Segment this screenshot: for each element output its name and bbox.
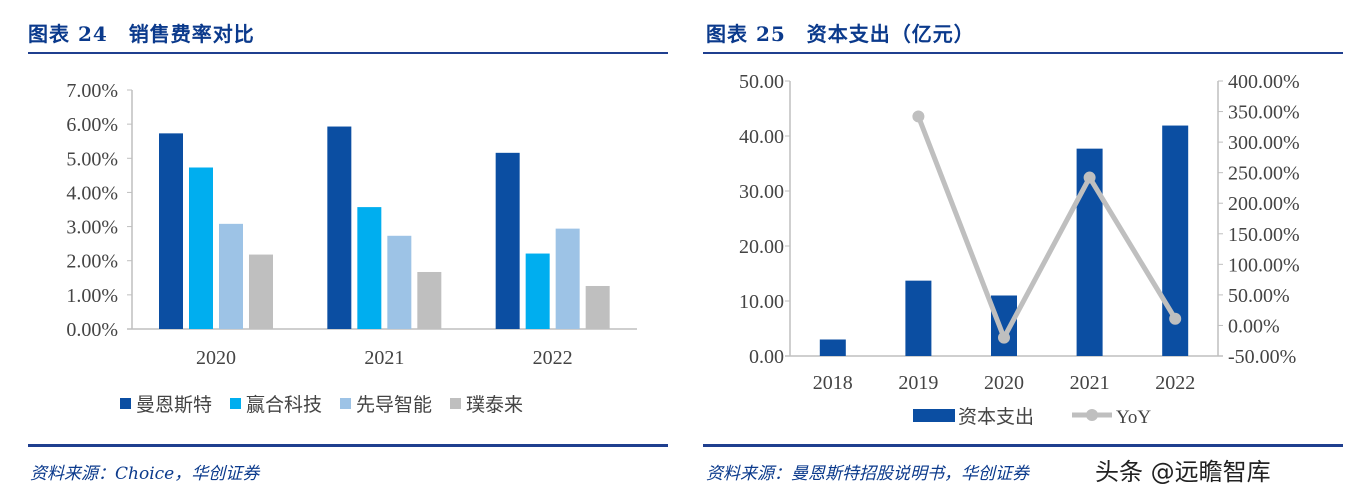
y-tick-label: 2.00% <box>66 251 118 273</box>
bar-2019 <box>905 280 932 356</box>
legend-swatch-bar <box>913 409 955 422</box>
y-tick-label: 0.00% <box>66 319 118 341</box>
x-tick-label: 2020 <box>984 372 1024 394</box>
left-source: 资料来源：Choice，华创证券 <box>30 464 260 484</box>
y-tick-label: 7.00% <box>66 80 118 102</box>
y-tick-label: 40.00 <box>739 126 784 148</box>
legend-label: 先导智能 <box>356 394 432 416</box>
legend-marker <box>1086 409 1098 421</box>
bar-璞泰来-2020 <box>249 254 273 329</box>
x-tick-label: 2021 <box>364 347 404 369</box>
y-tick-label: 30.00 <box>739 181 784 203</box>
yoy-point-2019 <box>912 110 925 123</box>
y2-tick-label: 100.00% <box>1228 254 1300 276</box>
legend-label: 赢合科技 <box>246 394 322 416</box>
bar-先导智能-2021 <box>387 235 412 329</box>
yoy-point-2021 <box>1083 171 1096 184</box>
divider <box>703 444 1343 447</box>
x-tick-label: 2020 <box>196 347 236 369</box>
bar-2018 <box>819 339 846 356</box>
legend-swatch <box>450 398 461 409</box>
right-chart-title: 图表 25 资本支出（亿元） <box>706 22 975 46</box>
y2-tick-label: 200.00% <box>1228 193 1300 215</box>
yoy-point-2022 <box>1169 312 1182 325</box>
watermark: 头条 @远瞻智库 <box>1095 458 1271 486</box>
bar-曼恩斯特-2022 <box>495 152 520 329</box>
y2-tick-label: 300.00% <box>1228 132 1300 154</box>
bar-先导智能-2020 <box>219 223 243 329</box>
x-tick-label: 2022 <box>1155 372 1195 394</box>
y2-tick-label: 0.00% <box>1228 315 1280 337</box>
y-tick-label: 6.00% <box>66 114 118 136</box>
legend-swatch <box>230 398 241 409</box>
divider <box>28 444 668 447</box>
y-tick-label: 3.00% <box>66 217 118 239</box>
y-tick-label: 0.00 <box>749 346 784 368</box>
right-source: 资料来源：曼恩斯特招股说明书，华创证券 <box>706 464 1029 484</box>
y2-tick-label: 350.00% <box>1228 102 1300 124</box>
bar-先导智能-2022 <box>555 228 580 329</box>
x-tick-label: 2019 <box>898 372 938 394</box>
y2-tick-label: 250.00% <box>1228 163 1300 185</box>
x-tick-label: 2022 <box>533 347 573 369</box>
legend-label: 曼恩斯特 <box>136 394 212 416</box>
bar-赢合科技-2020 <box>189 167 213 329</box>
y2-tick-label: 50.00% <box>1228 285 1290 307</box>
y-tick-label: 10.00 <box>739 291 784 313</box>
bar-曼恩斯特-2021 <box>327 126 352 329</box>
y-tick-label: 4.00% <box>66 182 118 204</box>
yoy-line <box>916 115 1178 344</box>
y-tick-label: 20.00 <box>739 236 784 258</box>
y2-tick-label: -50.00% <box>1228 346 1296 368</box>
y-tick-label: 50.00 <box>739 71 784 93</box>
legend-swatch <box>120 398 131 409</box>
yoy-point-2020 <box>998 331 1010 344</box>
bar-赢合科技-2021 <box>357 207 382 329</box>
y2-tick-label: 150.00% <box>1228 224 1300 246</box>
bar-璞泰来-2021 <box>417 271 442 329</box>
legend-label: 璞泰来 <box>466 394 523 416</box>
legend-swatch <box>340 398 351 409</box>
divider <box>703 52 1343 54</box>
y2-tick-label: 400.00% <box>1228 71 1300 93</box>
y-tick-label: 5.00% <box>66 148 118 170</box>
x-tick-label: 2018 <box>813 372 853 394</box>
bar-赢合科技-2022 <box>525 253 550 329</box>
divider <box>28 52 668 54</box>
left-chart-title: 图表 24 销售费率对比 <box>28 22 255 46</box>
y-tick-label: 1.00% <box>66 285 118 307</box>
legend-label: 资本支出 <box>958 406 1034 428</box>
bar-璞泰来-2022 <box>585 285 610 329</box>
x-tick-label: 2021 <box>1070 372 1110 394</box>
bar-曼恩斯特-2020 <box>159 133 183 329</box>
legend-label: YoY <box>1116 407 1151 428</box>
